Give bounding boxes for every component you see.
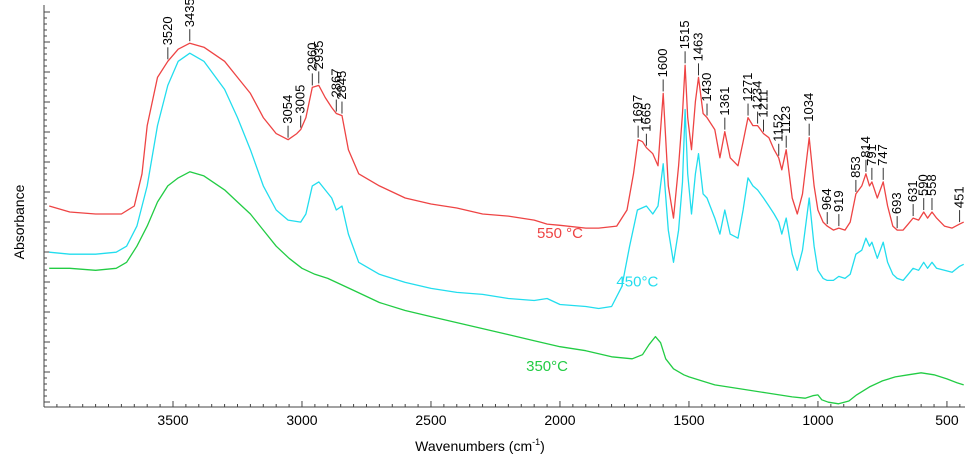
- peak-label: 814: [858, 136, 873, 158]
- peak-label: 1123: [778, 106, 793, 134]
- x-axis-label-close: ): [540, 438, 545, 454]
- peak-label: 1271: [740, 73, 755, 102]
- peak-label: 1152: [771, 114, 786, 142]
- peak-label: 1034: [801, 93, 816, 122]
- peak-label: 964: [819, 188, 834, 210]
- peak-label: 1361: [717, 87, 732, 116]
- peak-label: 2935: [311, 40, 326, 69]
- x-axis-label: Wavenumbers (cm-1): [415, 437, 545, 454]
- x-tick-label: 3500: [157, 412, 188, 428]
- x-ticks: 3500 3000 2500 2000 1500 1000 500: [56, 401, 961, 428]
- series-label: 450°C: [616, 273, 658, 290]
- peak-label: 791: [864, 144, 879, 166]
- peak-label: 1211: [756, 90, 771, 118]
- peak-label: 853: [848, 156, 863, 178]
- x-tick-label: 3000: [286, 412, 317, 428]
- x-tick-label: 2000: [544, 412, 575, 428]
- peak-label: 1697: [630, 95, 645, 124]
- peak-label: 693: [889, 192, 904, 214]
- peak-label: 1234: [750, 81, 765, 110]
- peak-label: 3005: [293, 85, 308, 114]
- peak-label: 3054: [280, 95, 295, 124]
- peak-label: 1600: [655, 48, 670, 77]
- x-tick-label: 500: [935, 412, 959, 428]
- peak-label: 919: [831, 190, 846, 212]
- peak-label: 631: [905, 180, 920, 202]
- series-label: 350°C: [526, 358, 568, 375]
- y-minor-ticks: [44, 11, 50, 403]
- peak-label: 3435: [182, 0, 197, 27]
- series-label: 550 °C: [537, 225, 583, 242]
- peak-label: 1515: [677, 20, 692, 49]
- peak-label: 558: [924, 174, 939, 196]
- peak-label: 590: [916, 174, 931, 196]
- x-axis-label-sup: -1: [532, 437, 540, 447]
- peak-label: 2845: [334, 71, 349, 100]
- peak-label: 2960: [304, 42, 319, 71]
- peak-label: 747: [875, 144, 890, 166]
- x-tick-label: 1500: [673, 412, 704, 428]
- series-labels-group: 550 °C 450°C 350°C: [526, 225, 658, 375]
- series-group: [49, 42, 964, 405]
- x-tick-label: 1000: [802, 412, 833, 428]
- peak-label: 1430: [699, 73, 714, 102]
- series-line: [49, 171, 964, 405]
- peak-label: 1665: [638, 103, 653, 132]
- peak-label: 1463: [691, 32, 706, 61]
- peak-label: 2867: [328, 69, 343, 98]
- x-axis-label-main: Wavenumbers (cm: [415, 438, 532, 454]
- y-axis-label: Absorbance: [11, 184, 27, 259]
- series-line: [49, 52, 964, 310]
- series-line: [49, 42, 964, 231]
- peak-label: 3520: [160, 16, 175, 45]
- peak-label: 451: [952, 186, 965, 208]
- x-tick-label: 2500: [415, 412, 446, 428]
